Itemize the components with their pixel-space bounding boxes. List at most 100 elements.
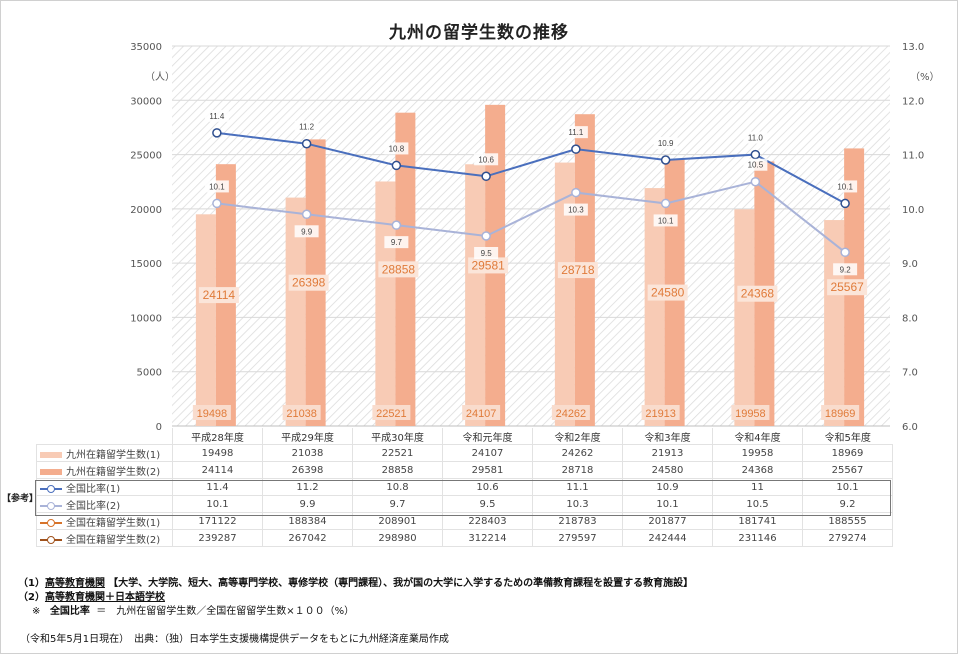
- legend-line-icon: [40, 518, 62, 527]
- line-label: 10.1: [658, 216, 674, 225]
- line-point: [301, 209, 312, 220]
- line-label-bg: [204, 109, 229, 122]
- line-label-bg: [384, 236, 409, 249]
- line-point: [750, 176, 761, 187]
- line-point: [840, 198, 850, 209]
- table-cell: 26398: [262, 461, 353, 479]
- chart-title: 九州の留学生数の推移: [389, 23, 569, 43]
- bar-label-bg: [282, 405, 321, 420]
- table-cell: 24580: [622, 461, 713, 479]
- y-right-tick-label: 12.0: [902, 96, 924, 107]
- bar-label-bg: [557, 262, 598, 279]
- source-note: （令和5年5月1日現在） 出典：（独）日本学生支援機構提供データをもとに九州経済…: [20, 634, 449, 645]
- table-cell: 279597: [532, 529, 623, 547]
- table-cell: 19958: [712, 444, 803, 462]
- line-label-bg: [294, 225, 319, 238]
- line-label-bg: [294, 120, 319, 133]
- row-label: 九州在籍留学生数(1): [36, 444, 173, 462]
- bar-label-kyushu-1: 19958: [735, 408, 766, 420]
- plot-area: [172, 46, 890, 426]
- table-cell: 19498: [172, 444, 263, 462]
- line-label-bg: [384, 142, 409, 155]
- line-label: 11.4: [209, 112, 225, 121]
- bar-label-bg: [288, 274, 329, 291]
- data-table: 平成28年度 平成29年度 平成30年度 令和元年度 令和2年度 令和3年度 令和4年度 令和…: [36, 428, 893, 547]
- bar-label-kyushu-1: 19498: [197, 408, 228, 420]
- table-cell: 22521: [352, 444, 443, 462]
- line-label: 10.9: [658, 139, 674, 148]
- row-label: 全国在籍留学生数(2): [36, 529, 173, 547]
- table-row: 全国比率(1) 11.4 11.2 10.8 10.6 11.1 10.9 11 10.1: [36, 478, 893, 496]
- note-1-text: 【大学、大学院、短大、高等専門学校、専修学校（専門課程）、我が国の大学に入学する…: [108, 578, 694, 589]
- table-cell: 21913: [622, 444, 713, 462]
- table-cell: 231146: [712, 529, 803, 547]
- chart-svg: 35000 30000 25000 20000 15000 10000 5000 0 13.0…: [130, 42, 924, 433]
- y-left-tick-label: 25000: [130, 151, 162, 162]
- bar-kyushu-1: [195, 214, 216, 426]
- line-label: 11.2: [299, 123, 315, 132]
- bar-label-kyushu-2: 28718: [561, 263, 595, 277]
- line-label-bg: [653, 214, 678, 227]
- legend-line-icon: [40, 535, 62, 544]
- line-label-bg: [474, 247, 499, 259]
- line-label-bg: [743, 158, 768, 171]
- table-cell: 29581: [442, 461, 533, 479]
- y-right-tick-label: 10.0: [902, 205, 924, 216]
- legend-square-icon: [40, 451, 62, 458]
- category-label: 令和3年度: [622, 428, 713, 445]
- category-label: 令和2年度: [532, 428, 623, 445]
- bar-kyushu-1: [375, 181, 396, 426]
- right-axis-unit: （%）: [910, 72, 940, 83]
- note-1: （1）高等教育機関 【大学、大学院、短大、高等専門学校、専修学校（専門課程）、我…: [18, 578, 694, 589]
- line-label: 10.6: [478, 155, 494, 164]
- bar-kyushu-1: [734, 209, 755, 426]
- table-cell: 267042: [262, 529, 353, 547]
- table-cell: 21038: [262, 444, 353, 462]
- line-label: 10.5: [748, 161, 764, 170]
- table-cell: 24368: [712, 461, 803, 479]
- line-label: 11.0: [748, 134, 764, 143]
- line-point: [301, 138, 312, 149]
- line-label: 9.9: [301, 227, 313, 236]
- table-row: 九州在籍留学生数(1) 19498 21038 22521 24107 24262 2191…: [36, 444, 893, 462]
- legend-line-icon: [40, 501, 62, 510]
- row-label-text: 全国在籍留学生数(2): [66, 534, 161, 546]
- note-3-key: 全国比率: [49, 606, 90, 617]
- line-label: 9.2: [840, 265, 852, 274]
- row-label-text: 九州在籍留学生数(1): [66, 449, 161, 461]
- line-label: 9.7: [391, 238, 403, 247]
- y-left-tick-label: 0: [156, 422, 162, 433]
- table-cell: 28718: [532, 461, 623, 479]
- y-right-tick-label: 8.0: [902, 313, 918, 324]
- table-cell: 28858: [352, 461, 443, 479]
- bar-label-kyushu-2: 28858: [382, 262, 416, 276]
- line-point: [660, 155, 671, 165]
- category-label: 平成30年度: [352, 428, 443, 445]
- line-label-bg: [833, 263, 858, 276]
- line-label-bg: [474, 153, 499, 166]
- bar-label-kyushu-1: 21913: [645, 408, 676, 420]
- line-label: 10.8: [389, 144, 405, 153]
- reference-box: [35, 480, 891, 516]
- legend-square-icon: [40, 468, 62, 475]
- bar-label-bg: [827, 279, 868, 296]
- line-label-bg: [743, 131, 768, 144]
- bar-label-kyushu-2: 24368: [741, 287, 775, 301]
- bar-label-bg: [821, 405, 860, 420]
- bar-label-bg: [468, 257, 509, 274]
- bar-label-kyushu-1: 24262: [556, 408, 587, 420]
- table-row: 全国在籍留学生数(2) 239287 267042 298980 312214 27959…: [36, 529, 893, 547]
- y-right-tick-label: 13.0: [902, 42, 924, 53]
- line-label-bg: [653, 137, 678, 149]
- table-cell: 312214: [442, 529, 533, 547]
- table-cell: 242444: [622, 529, 713, 547]
- line-point: [481, 231, 491, 241]
- line-label: 10.1: [209, 182, 225, 191]
- bar-label-bg: [378, 261, 419, 278]
- bar-label-bg: [647, 284, 688, 301]
- y-left-tick-label: 20000: [130, 205, 162, 216]
- bar-label-bg: [462, 405, 501, 420]
- category-label: 令和元年度: [442, 428, 533, 445]
- table-cell: 25567: [802, 461, 893, 479]
- note-2-key: 高等教育機関＋日本語学校: [44, 592, 165, 603]
